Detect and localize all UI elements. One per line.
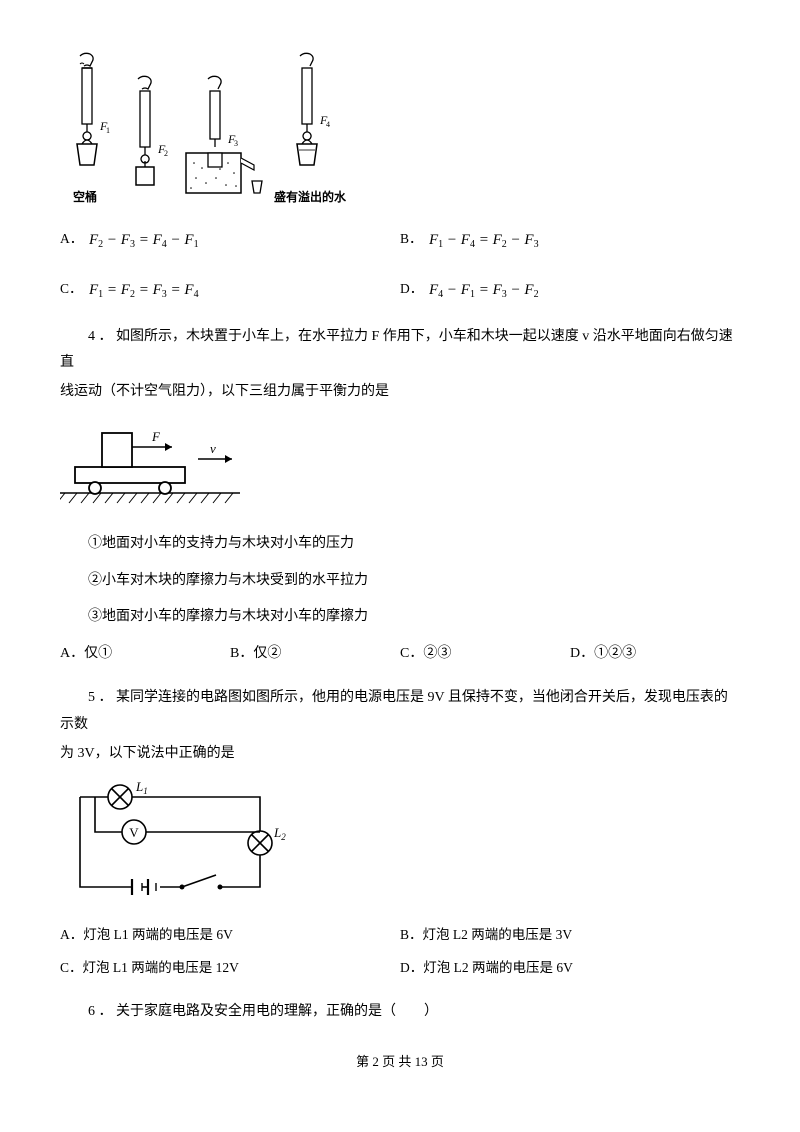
q5-opt-c: C．灯泡 L1 两端的电压是 12V: [60, 951, 400, 985]
eq-a: F2 − F3 = F4 − F1: [89, 226, 239, 252]
svg-text:F2 − F3 = F4 − F1: F2 − F3 = F4 − F1: [89, 232, 199, 250]
label-v: v: [210, 441, 216, 456]
cap-overflow-water: 盛有溢出的水: [274, 186, 346, 209]
svg-text:L2: L2: [273, 825, 286, 842]
q5-stem-2: 为 3V，以下说法中正确的是: [60, 741, 740, 768]
q4-figure: F v: [60, 415, 740, 521]
svg-text:F1 − F4 = F2 − F3: F1 − F4 = F2 − F3: [429, 232, 539, 250]
svg-text:L1: L1: [135, 779, 148, 796]
q4-opt-c: C．②③: [400, 641, 570, 668]
svg-text:4: 4: [326, 120, 330, 129]
eq-c: F1 = F2 = F3 = F4: [89, 276, 239, 302]
label-F: F: [151, 429, 161, 444]
q5-opt-b: B．灯泡 L2 两端的电压是 3V: [400, 918, 740, 952]
svg-text:2: 2: [164, 149, 168, 158]
q3-figure: F 1 空桶 F 2: [60, 50, 740, 208]
q4-item-3: ③地面对小车的摩擦力与木块对小车的摩擦力: [60, 604, 740, 631]
q3-opt-b: B． F1 − F4 = F2 − F3: [400, 226, 740, 252]
q4-item-2: ②小车对木块的摩擦力与木块受到的水平拉力: [60, 568, 740, 595]
q4-item-1: ①地面对小车的支持力与木块对小车的压力: [60, 531, 740, 558]
q5-options: A．灯泡 L1 两端的电压是 6V B．灯泡 L2 两端的电压是 3V C．灯泡…: [60, 918, 740, 985]
q4-stem-1: 4 ． 如图所示，木块置于小车上，在水平拉力 F 作用下，小车和木块一起以速度 …: [60, 324, 740, 377]
page-footer: 第 2 页 共 13 页: [60, 1050, 740, 1075]
q6-stem: 6 ． 关于家庭电路及安全用电的理解，正确的是（ ）: [60, 999, 740, 1026]
q3-opt-d: D． F4 − F1 = F3 − F2: [400, 276, 740, 302]
q4-stem-2: 线运动（不计空气阻力），以下三组力属于平衡力的是: [60, 379, 740, 406]
eq-b: F1 − F4 = F2 − F3: [429, 226, 579, 252]
svg-text:F4 − F1 = F3 − F2: F4 − F1 = F3 − F2: [429, 282, 539, 300]
q3-opt-c: C． F1 = F2 = F3 = F4: [60, 276, 400, 302]
q5-opt-a: A．灯泡 L1 两端的电压是 6V: [60, 918, 400, 952]
svg-text:1: 1: [106, 126, 110, 135]
label-V: V: [129, 825, 139, 840]
q4-opt-a: A．仅①: [60, 641, 230, 668]
svg-text:F1 = F2 = F3 = F4: F1 = F2 = F3 = F4: [89, 282, 199, 300]
eq-d: F4 − F1 = F3 − F2: [429, 276, 579, 302]
q5-opt-d: D．灯泡 L2 两端的电压是 6V: [400, 951, 740, 985]
q4-opt-d: D．①②③: [570, 641, 636, 668]
q3-options: A． F2 − F3 = F4 − F1 B． F1 − F4 = F2 − F…: [60, 214, 740, 313]
cap-empty-bucket: 空桶: [60, 186, 110, 209]
q3-opt-a: A． F2 − F3 = F4 − F1: [60, 226, 400, 252]
q5-stem-1: 5 ． 某同学连接的电路图如图所示，他用的电源电压是 9V 且保持不变，当他闭合…: [60, 685, 740, 738]
q5-figure: V L1 L2: [60, 777, 740, 918]
svg-text:3: 3: [234, 139, 238, 148]
q4-options: A．仅① B．仅② C．②③ D．①②③: [60, 641, 740, 668]
q4-opt-b: B．仅②: [230, 641, 400, 668]
